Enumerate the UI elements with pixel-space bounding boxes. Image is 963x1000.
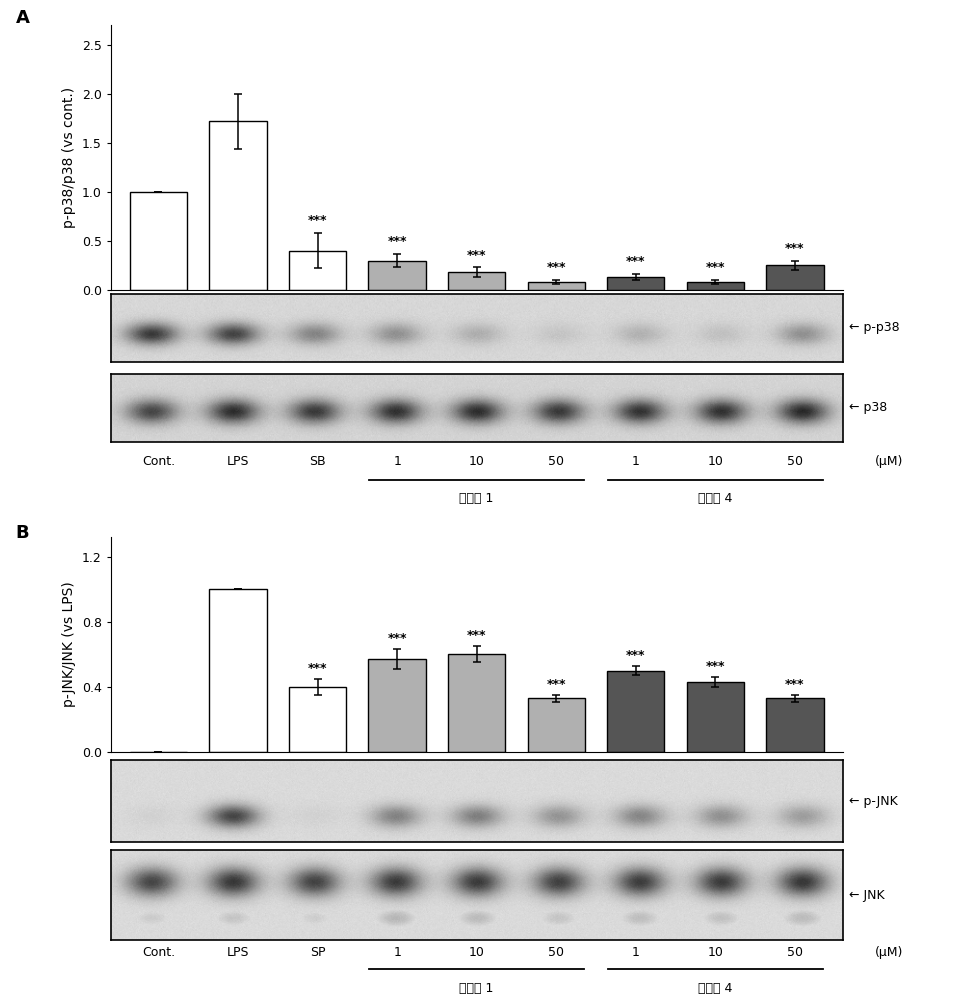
Text: ***: *** (546, 678, 566, 691)
Text: LPS: LPS (226, 455, 249, 468)
Text: ← JNK: ← JNK (849, 888, 885, 902)
Text: A: A (15, 9, 30, 27)
Bar (209, 589, 267, 752)
Text: Cont.: Cont. (142, 946, 175, 959)
Text: 10: 10 (469, 455, 484, 468)
Bar (607, 671, 664, 752)
Text: 1: 1 (393, 946, 401, 959)
Text: Cont.: Cont. (142, 455, 175, 468)
Bar (130, 192, 187, 290)
Text: 1: 1 (393, 455, 401, 468)
Text: 10: 10 (708, 455, 723, 468)
Bar (687, 282, 744, 290)
Bar (369, 261, 426, 290)
Text: 50: 50 (787, 455, 803, 468)
Text: 50: 50 (548, 946, 564, 959)
Bar (369, 659, 426, 752)
Text: ***: *** (626, 255, 645, 268)
Bar (767, 265, 823, 290)
Text: SB: SB (309, 455, 325, 468)
Text: 化合物 4: 化合物 4 (698, 982, 733, 994)
Text: 1: 1 (632, 946, 639, 959)
Text: ← p38: ← p38 (849, 401, 888, 414)
Text: ***: *** (467, 249, 486, 262)
Text: 化合物 1: 化合物 1 (459, 982, 494, 994)
Bar (448, 272, 506, 290)
Bar (209, 121, 267, 290)
Text: LPS: LPS (226, 946, 249, 959)
Text: (μM): (μM) (874, 455, 903, 468)
Text: ***: *** (387, 632, 407, 645)
Bar (607, 277, 664, 290)
Bar (289, 687, 347, 752)
Text: 化合物 4: 化合物 4 (698, 492, 733, 505)
Text: ***: *** (546, 261, 566, 274)
Text: SP: SP (310, 946, 325, 959)
Text: (μM): (μM) (874, 946, 903, 959)
Text: ***: *** (785, 242, 805, 255)
Bar (528, 282, 585, 290)
Text: 10: 10 (469, 946, 484, 959)
Text: B: B (15, 524, 29, 542)
Y-axis label: p-p38/p38 (vs cont.): p-p38/p38 (vs cont.) (63, 87, 76, 228)
Text: 50: 50 (548, 455, 564, 468)
Text: 化合物 1: 化合物 1 (459, 492, 494, 505)
Text: 10: 10 (708, 946, 723, 959)
Text: ***: *** (706, 660, 725, 673)
Bar (448, 654, 506, 752)
Text: ***: *** (706, 261, 725, 274)
Text: ← p-p38: ← p-p38 (849, 322, 900, 334)
Bar (289, 251, 347, 290)
Bar (687, 682, 744, 752)
Text: 1: 1 (632, 455, 639, 468)
Text: ***: *** (308, 214, 327, 227)
Text: ***: *** (308, 662, 327, 675)
Text: ***: *** (626, 649, 645, 662)
Bar (767, 698, 823, 752)
Text: ← p-JNK: ← p-JNK (849, 794, 898, 808)
Text: ***: *** (387, 235, 407, 248)
Text: 50: 50 (787, 946, 803, 959)
Y-axis label: p-JNK/JNK (vs LPS): p-JNK/JNK (vs LPS) (63, 582, 76, 707)
Text: ***: *** (785, 678, 805, 691)
Bar (528, 698, 585, 752)
Text: ***: *** (467, 629, 486, 642)
